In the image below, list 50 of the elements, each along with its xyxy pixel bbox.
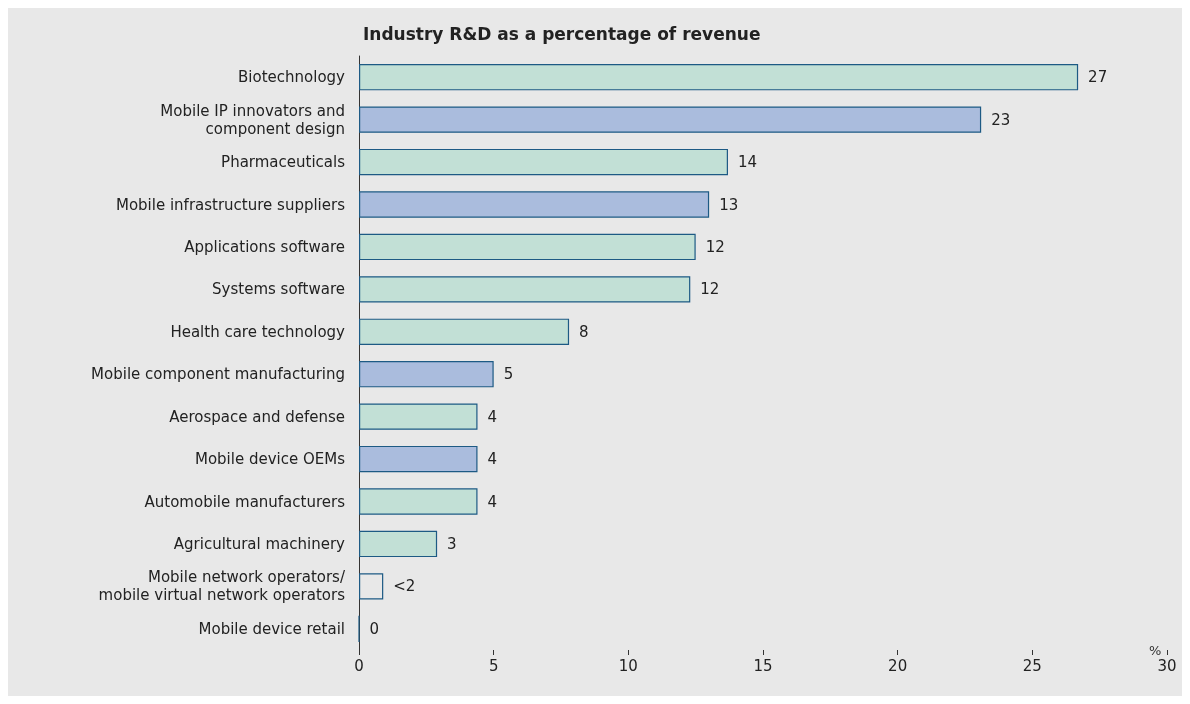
bar [359,276,691,303]
x-tick-label: 30 [1157,656,1177,675]
bar [359,445,478,473]
bar [359,318,570,345]
chart-title: Industry R&D as a percentage of revenue [363,23,761,44]
data-label: 27 [1088,68,1108,87]
y-tick-label: Pharmaceuticals [221,153,346,172]
data-label: 4 [487,450,498,469]
y-tick-label: Agricultural machinery [173,534,346,553]
y-tick-label: Mobile component manufacturing [91,365,345,384]
y-tick-label: Mobile IP innovators and component design [160,101,345,138]
y-tick-label: Biotechnology [238,68,346,87]
y-tick-label: Mobile device OEMs [194,450,346,469]
bar [359,403,478,430]
data-label: 0 [369,619,380,638]
data-label: 3 [447,534,457,553]
y-tick-label: Aerospace and defense [169,407,345,426]
data-label: 12 [700,280,720,299]
data-label: 4 [487,407,498,426]
x-tick-label: 5 [488,656,499,675]
bar [359,191,710,218]
data-label: 4 [487,492,498,511]
bar [359,573,384,600]
y-tick-label: Mobile infrastructure suppliers [115,195,346,214]
data-label: 12 [705,237,725,256]
x-tick-label: 25 [1022,656,1042,675]
x-tick-label: 10 [618,656,638,675]
bar [359,148,728,176]
y-tick-label: Applications software [184,237,345,256]
bar [359,530,438,558]
x-axis-title: % [1149,642,1162,658]
bar [359,361,494,388]
bar [359,64,1079,91]
data-label: 14 [737,153,758,172]
bar [359,488,478,515]
data-label: 8 [579,322,589,341]
y-tick-label: Mobile network operators/ mobile virtual network operators [98,568,346,605]
data-label: 5 [503,365,514,384]
data-label: 13 [719,195,739,214]
y-tick-label: Mobile device retail [198,619,345,638]
x-tick-label: 0 [354,656,364,675]
bar [359,106,982,133]
x-tick-label: 15 [753,656,773,675]
data-label: 23 [991,110,1011,129]
bar [359,233,696,261]
y-tick-label: Systems software [212,280,345,299]
x-tick-label: 20 [888,656,908,675]
y-tick-label: Health care technology [170,322,346,341]
data-label: <2 [393,577,416,596]
y-tick-label: Automobile manufacturers [144,492,346,511]
